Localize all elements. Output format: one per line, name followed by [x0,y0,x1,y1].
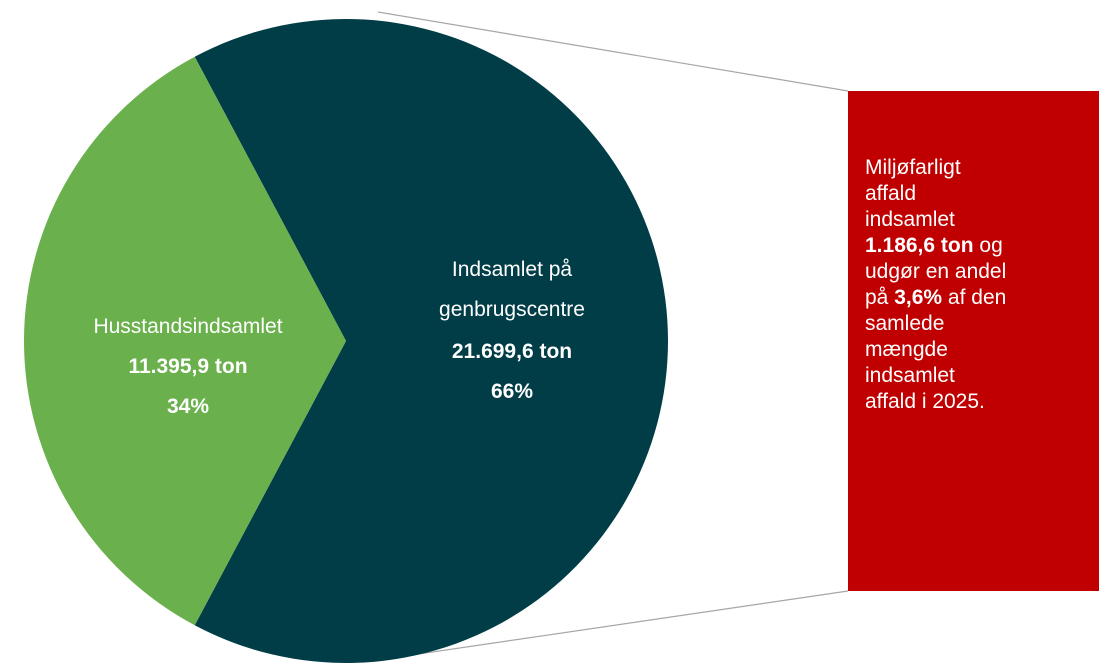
callout-line: affald i 2025. [865,390,985,413]
slice-label-genbrug-name-line1: Indsamlet på [452,258,573,281]
slice-label-husstand-value: 11.395,9 ton [128,355,247,378]
callout-line: indsamlet [865,364,955,387]
callout-line: indsamlet [865,208,955,231]
callout-line: affald [865,182,916,205]
pie-slice-genbrugscentre [194,18,668,663]
callout-connector-bottom [377,590,849,661]
slice-label-genbrug-name-line2: genbrugscentre [439,298,585,321]
callout-amount-suffix: og [973,234,1003,257]
callout-connector-top [377,11,849,92]
slice-label-husstand-percent: 34% [167,395,209,418]
callout-share: 3,6% [894,286,943,309]
slice-label-genbrug-value: 21.699,6 ton [452,340,572,363]
callout-line: Miljøfarligt [865,156,961,179]
hazardous-waste-callout: Miljøfarligt affald indsamlet 1.186,6 to… [848,91,1099,591]
slice-label-genbrug-percent: 66% [491,380,533,403]
slice-label-husstand-name: Husstandsindsamlet [93,315,282,338]
callout-share-prefix: på [865,286,895,309]
callout-share-suffix: af den [942,286,1007,309]
callout-line: samlede [865,312,945,335]
pie-slice-husstandsindsamlet [23,56,346,626]
callout-line-share: på 3,6% af den [865,285,1087,311]
callout-line-amount: 1.186,6 ton og [865,233,1087,259]
callout-line: udgør en andel [865,260,1007,283]
callout-line: mængde [865,338,948,361]
callout-amount: 1.186,6 ton [865,234,974,257]
